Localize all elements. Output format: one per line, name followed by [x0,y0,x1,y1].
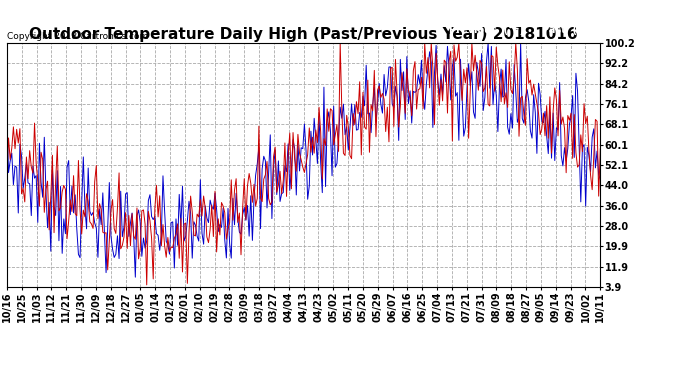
Title: Outdoor Temperature Daily High (Past/Previous Year) 20181016: Outdoor Temperature Daily High (Past/Pre… [29,27,578,42]
Text: Previous  (°F): Previous (°F) [449,26,524,35]
Text: Copyright 2018 Cartronics.com: Copyright 2018 Cartronics.com [7,32,148,41]
Text: Past  (°F): Past (°F) [542,26,593,35]
